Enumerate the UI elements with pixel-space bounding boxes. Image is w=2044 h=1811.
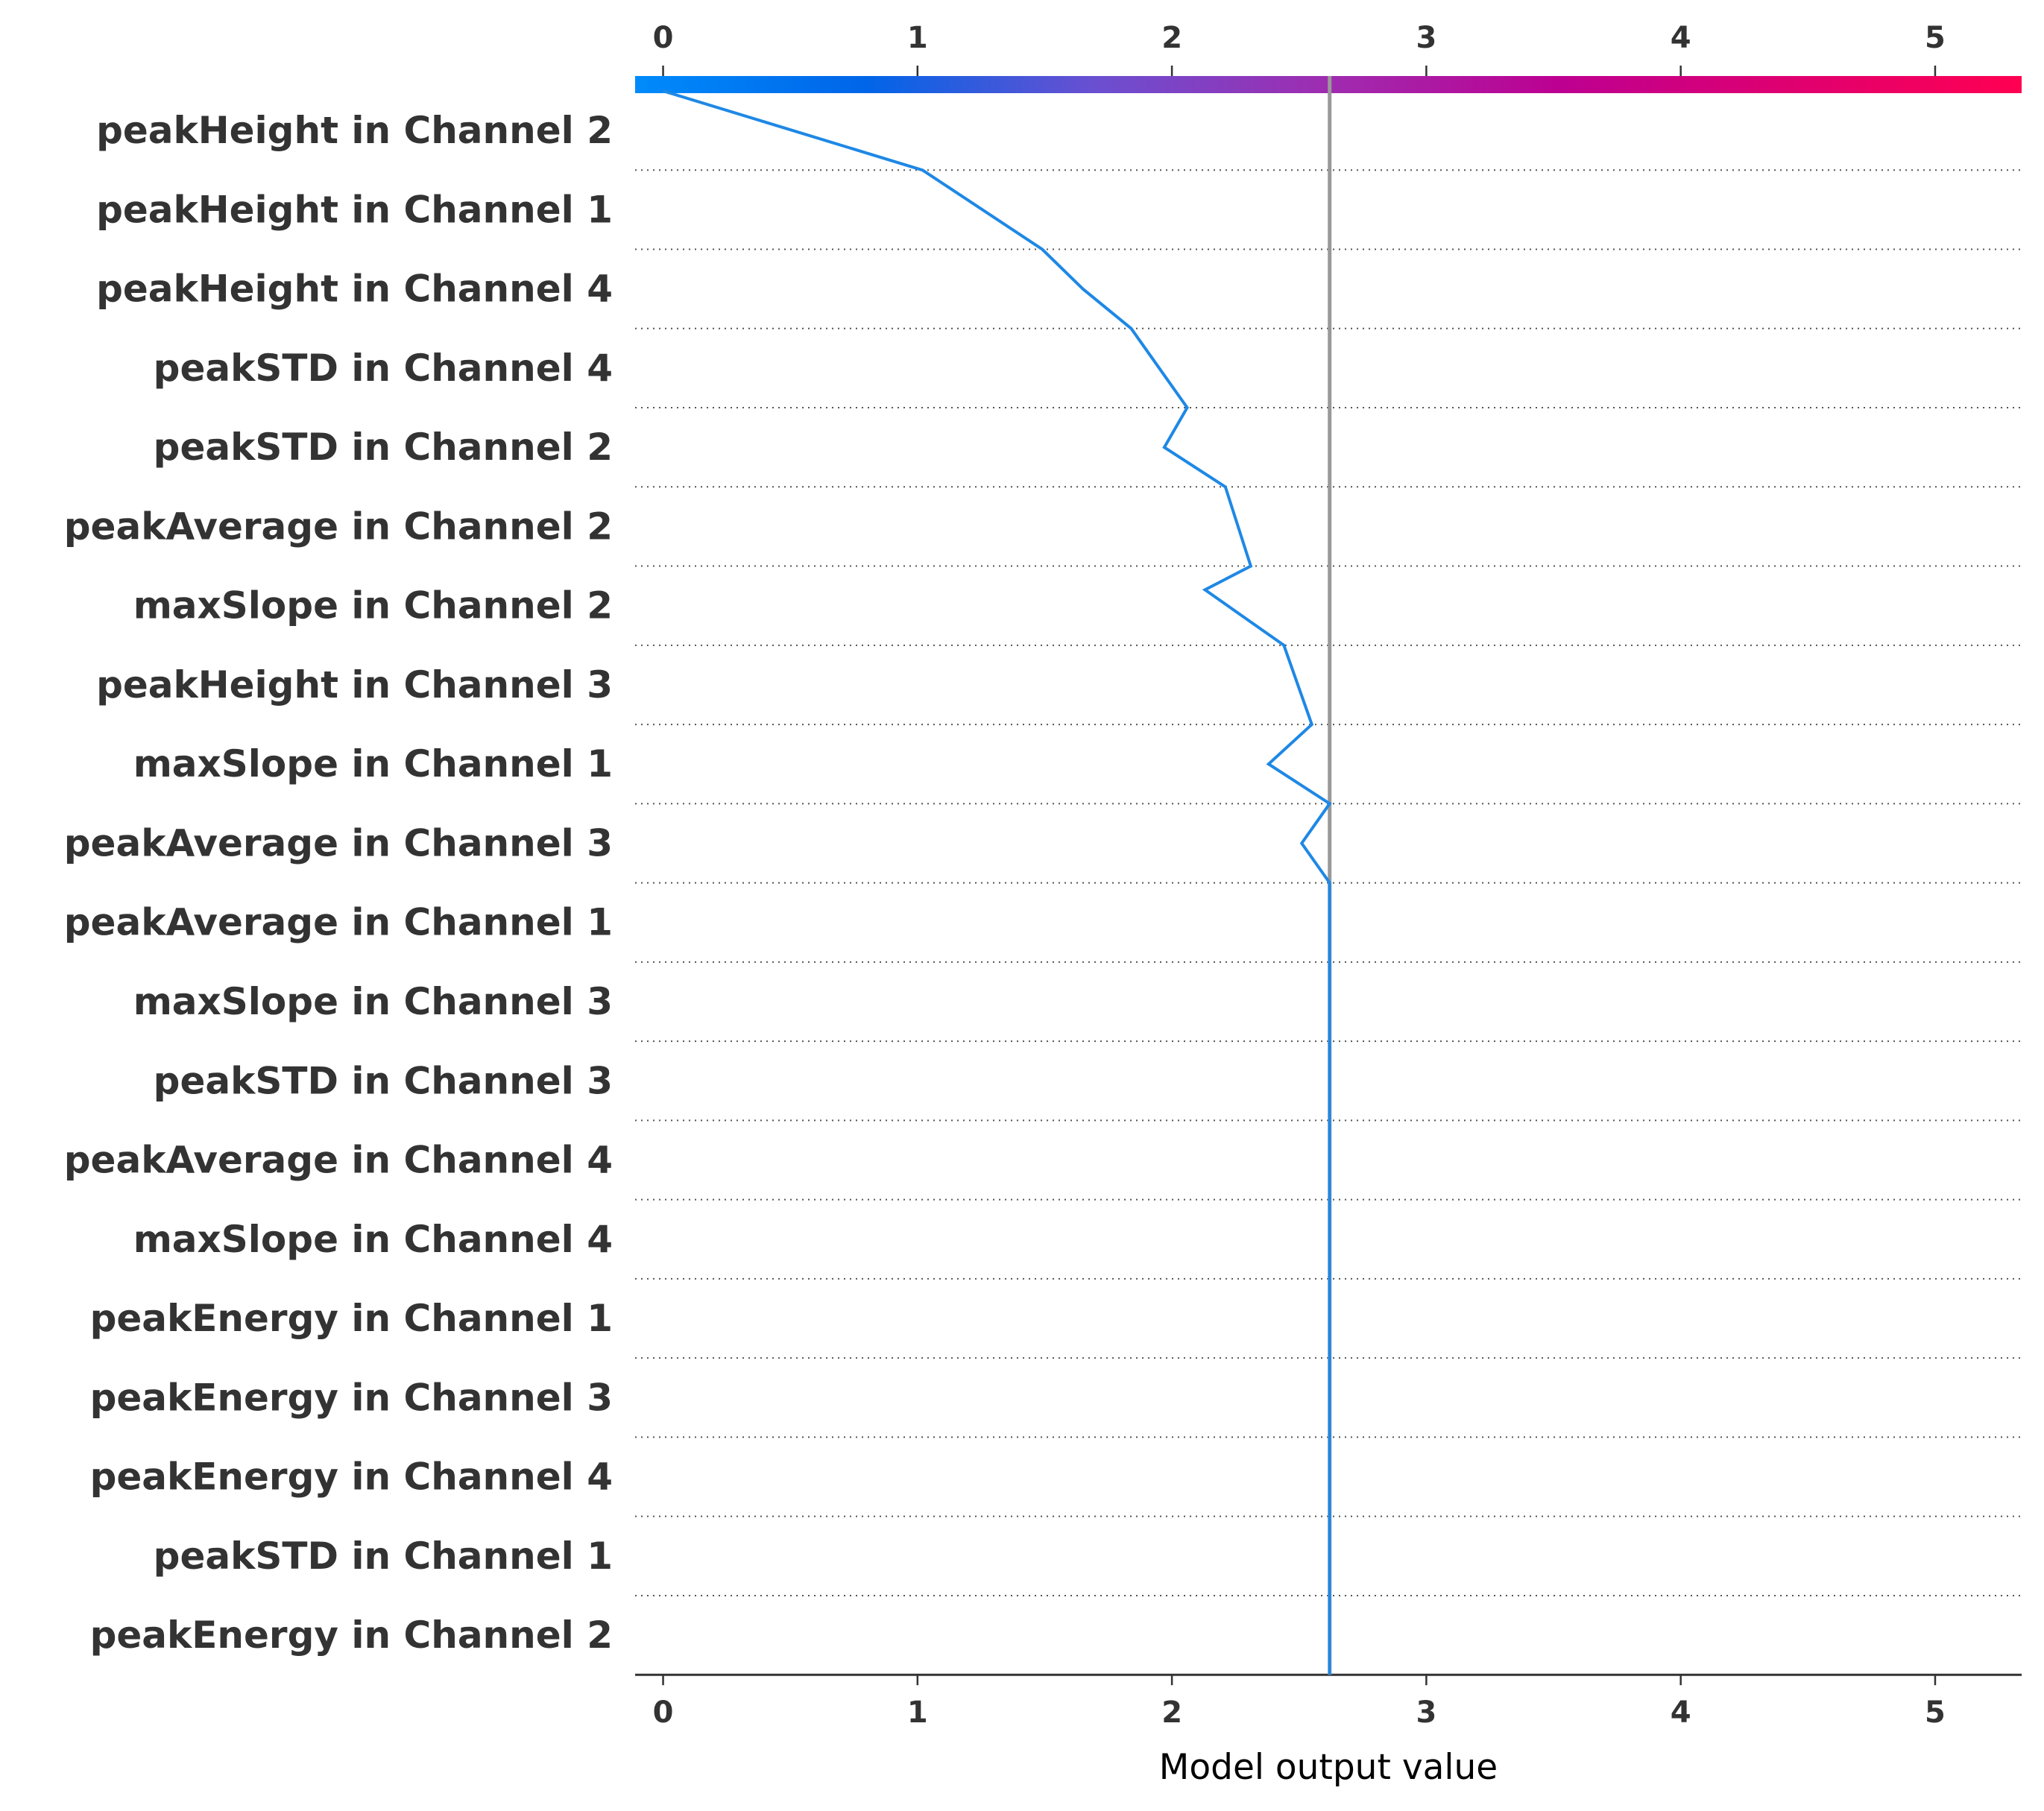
feature-label: maxSlope in Channel 1 bbox=[133, 742, 613, 786]
feature-label: maxSlope in Channel 3 bbox=[133, 980, 613, 1023]
top-tick-label: 3 bbox=[1416, 21, 1436, 55]
x-axis-title: Model output value bbox=[1159, 1747, 1498, 1788]
feature-label: peakSTD in Channel 4 bbox=[154, 347, 613, 390]
bottom-tick-label: 0 bbox=[653, 1695, 674, 1730]
feature-label: peakSTD in Channel 1 bbox=[154, 1535, 613, 1578]
feature-label: peakSTD in Channel 3 bbox=[154, 1059, 613, 1102]
feature-label: maxSlope in Channel 4 bbox=[133, 1218, 613, 1261]
feature-label: peakHeight in Channel 1 bbox=[96, 188, 613, 231]
feature-label: peakEnergy in Channel 4 bbox=[90, 1456, 613, 1499]
feature-label: peakAverage in Channel 3 bbox=[64, 821, 613, 865]
top-tick-label: 2 bbox=[1161, 21, 1182, 55]
feature-label: peakAverage in Channel 2 bbox=[64, 505, 613, 548]
bottom-tick-label: 1 bbox=[907, 1695, 928, 1730]
feature-label: peakAverage in Channel 1 bbox=[64, 901, 613, 944]
feature-label: peakHeight in Channel 2 bbox=[96, 109, 613, 152]
decision-path-line bbox=[662, 89, 1332, 1675]
feature-label: peakEnergy in Channel 3 bbox=[90, 1376, 613, 1419]
bottom-tick-label: 2 bbox=[1161, 1695, 1182, 1730]
top-tick-label: 1 bbox=[907, 21, 928, 55]
bottom-tick-label: 3 bbox=[1416, 1695, 1436, 1730]
feature-label: peakHeight in Channel 4 bbox=[96, 268, 613, 311]
top-tick-label: 5 bbox=[1925, 21, 1946, 55]
feature-label: peakHeight in Channel 3 bbox=[96, 663, 613, 707]
bottom-tick-label: 5 bbox=[1925, 1695, 1946, 1730]
top-tick-label: 0 bbox=[653, 21, 674, 55]
feature-label: maxSlope in Channel 2 bbox=[133, 584, 613, 628]
top-tick-label: 4 bbox=[1671, 21, 1691, 55]
feature-label: peakSTD in Channel 2 bbox=[154, 426, 613, 469]
feature-label: peakEnergy in Channel 2 bbox=[90, 1614, 613, 1657]
feature-label: peakEnergy in Channel 1 bbox=[90, 1297, 613, 1340]
bottom-tick-label: 4 bbox=[1671, 1695, 1691, 1730]
feature-label: peakAverage in Channel 4 bbox=[64, 1139, 613, 1182]
